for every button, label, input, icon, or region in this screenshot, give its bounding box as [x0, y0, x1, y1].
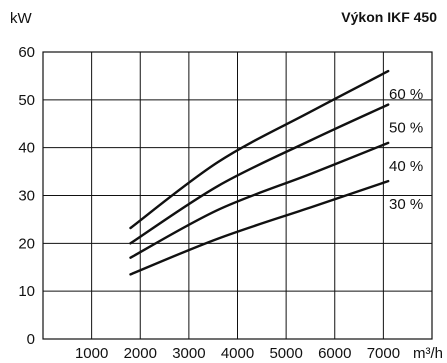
series-line [129, 141, 390, 259]
series-lines [129, 69, 390, 276]
y-tick-label: 50 [18, 92, 35, 109]
series-label: 60 % [389, 86, 423, 103]
series-label: 40 % [389, 158, 423, 175]
series-line [129, 103, 390, 245]
y-tick-label: 20 [18, 235, 35, 252]
x-axis-label: m³/h [413, 345, 443, 362]
x-tick-label: 4000 [221, 345, 254, 362]
series-labels: 60 % 50 % 40 % 30 % [389, 86, 423, 213]
x-tick-label: 3000 [172, 345, 205, 362]
x-tick-label: 2000 [124, 345, 157, 362]
series-label: 50 % [389, 120, 423, 137]
series-line [129, 69, 390, 230]
series-line [129, 179, 390, 276]
x-tick-label: 5000 [269, 345, 302, 362]
y-axis-label: kW [10, 10, 33, 27]
x-tick-label: 7000 [367, 345, 400, 362]
grid [42, 51, 433, 340]
series-label: 30 % [389, 196, 423, 213]
x-tick-label: 1000 [75, 345, 108, 362]
y-ticks: 0 10 20 30 40 50 60 [18, 44, 35, 348]
y-tick-label: 0 [27, 331, 35, 348]
y-tick-label: 10 [18, 283, 35, 300]
y-tick-label: 30 [18, 188, 35, 205]
y-tick-label: 40 [18, 140, 35, 157]
x-ticks: 1000 2000 3000 4000 5000 6000 7000 [75, 345, 400, 362]
y-tick-label: 60 [18, 44, 35, 61]
chart-title: Výkon IKF 450 [341, 9, 437, 25]
x-tick-label: 6000 [318, 345, 351, 362]
